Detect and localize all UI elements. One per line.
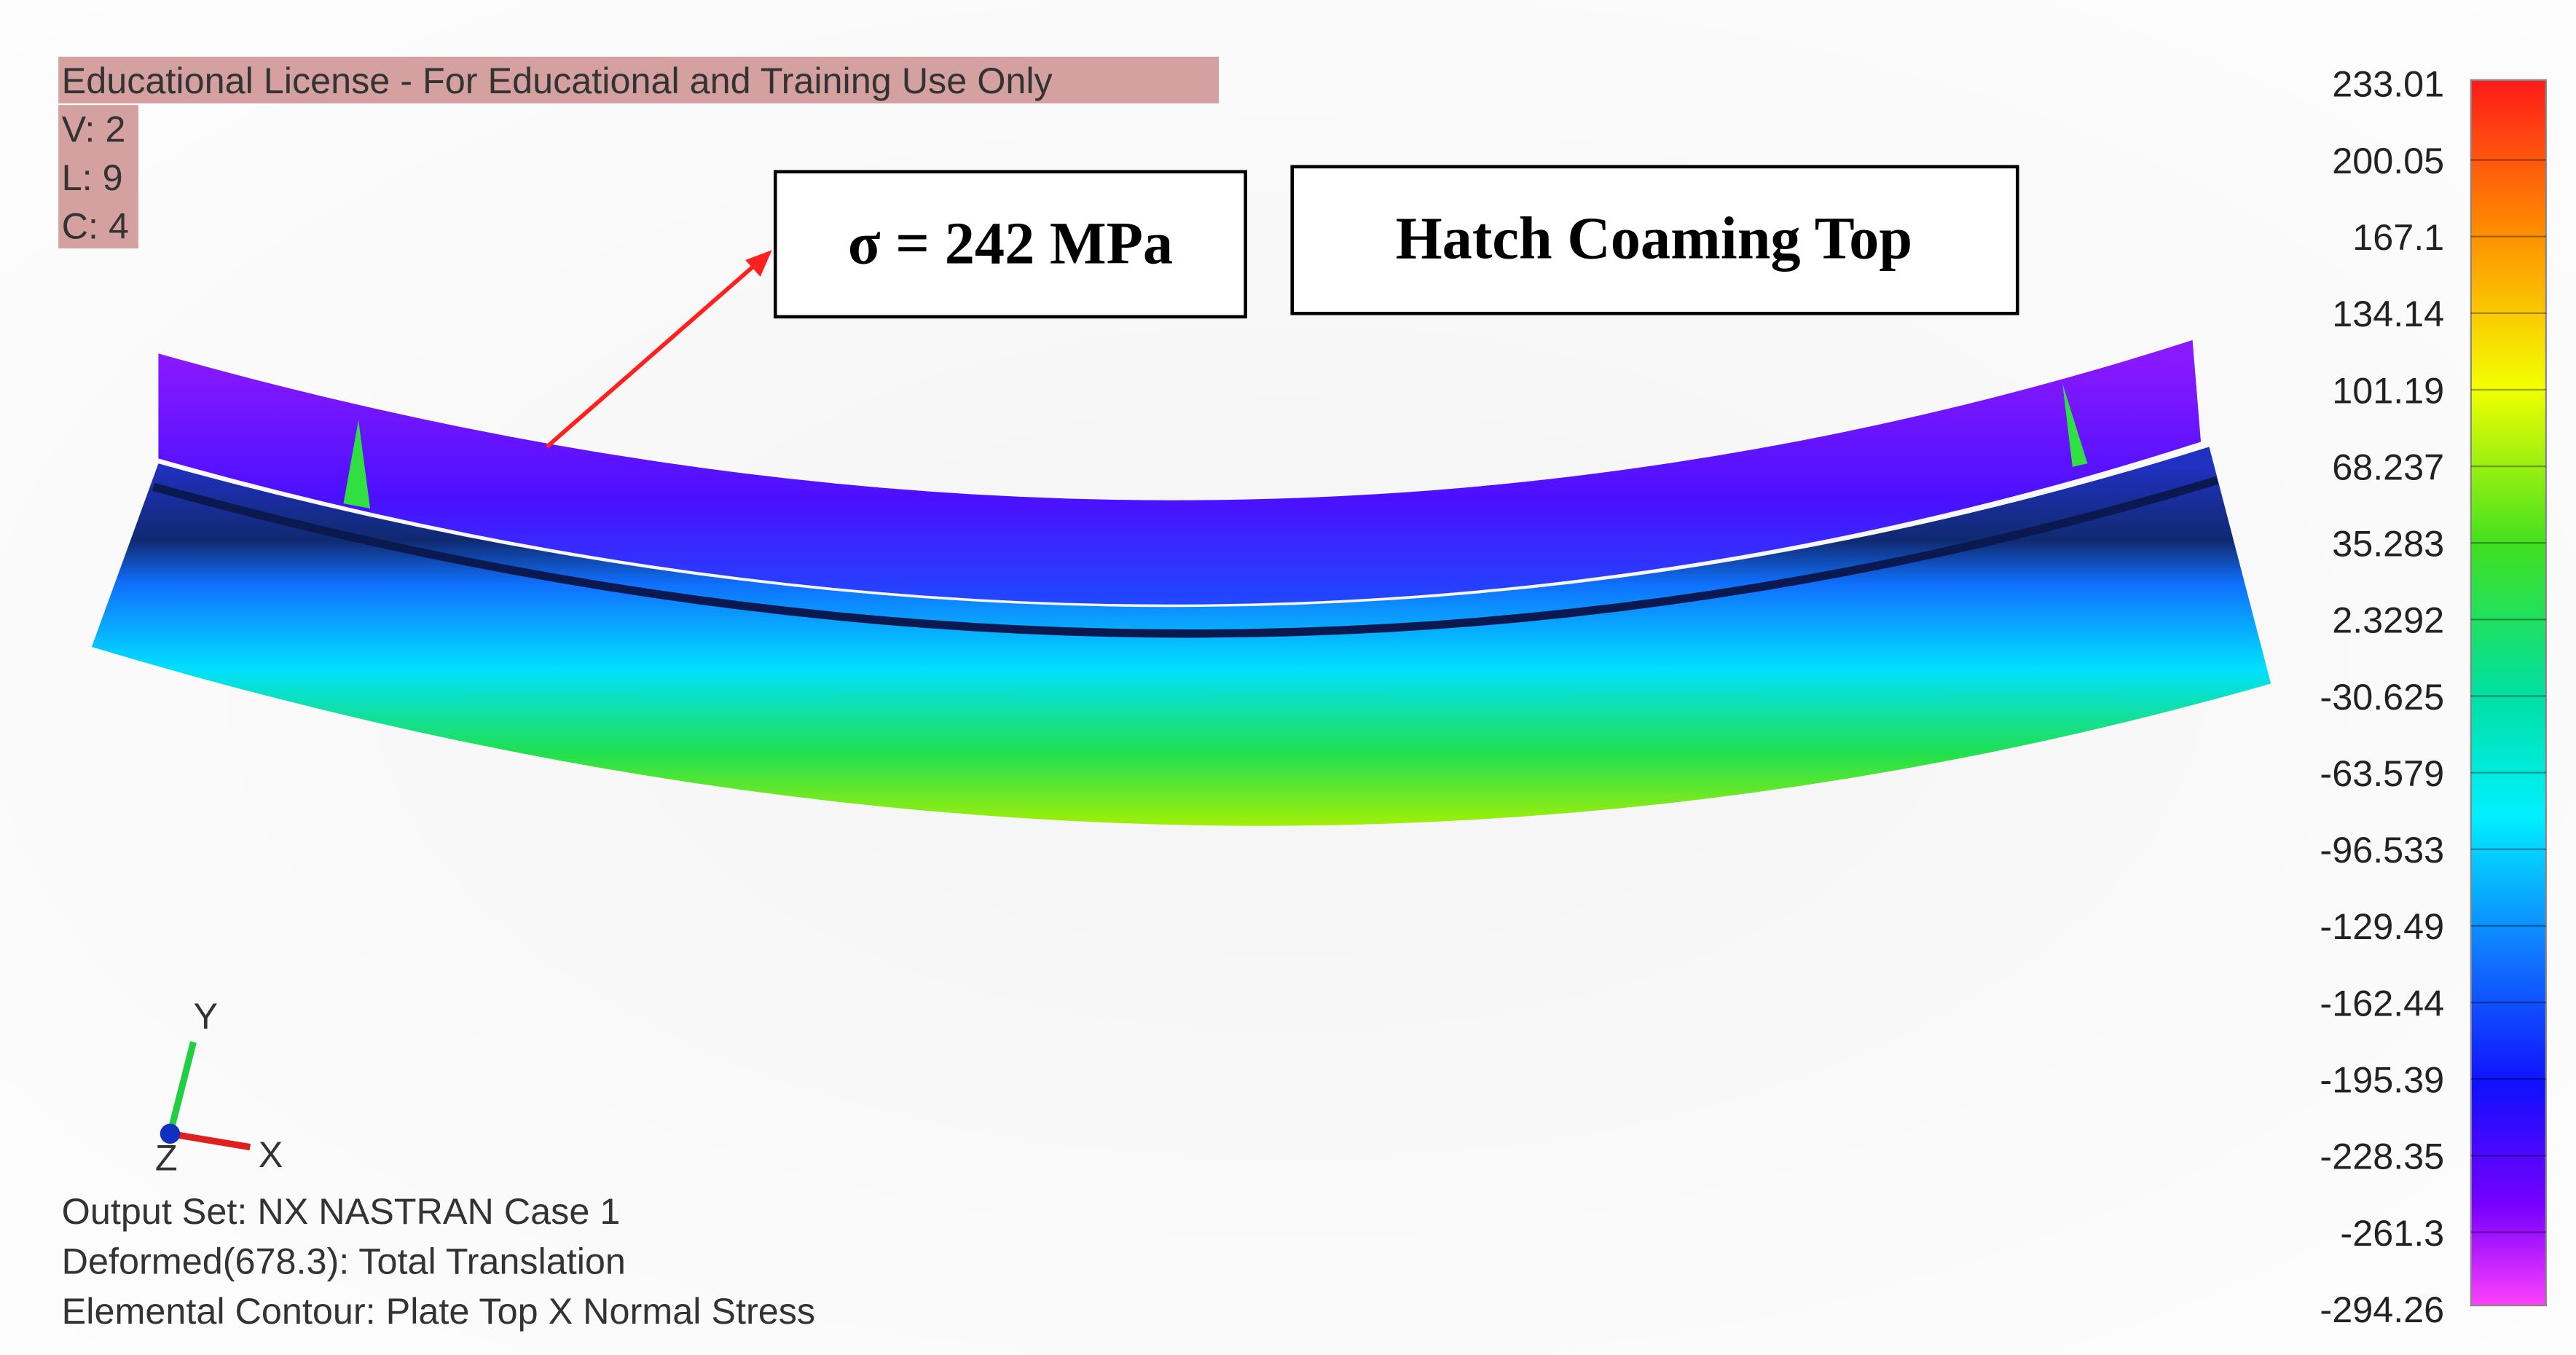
info-text: C: 4 xyxy=(62,205,129,246)
legend-label: 167.1 xyxy=(2352,216,2444,258)
arrow-head xyxy=(745,250,772,277)
legend-label: 35.283 xyxy=(2332,523,2444,565)
annotation-box xyxy=(773,170,1247,319)
triad-label: X xyxy=(259,1134,283,1175)
beam-top-plate xyxy=(158,339,2202,605)
info-text: V: 2 xyxy=(62,109,126,150)
legend-label: 68.237 xyxy=(2332,446,2444,487)
legend-label: 200.05 xyxy=(2332,140,2444,181)
info-text: L: 9 xyxy=(62,157,123,198)
license-text: Educational License - For Educational an… xyxy=(62,60,1053,101)
legend-label: -261.3 xyxy=(2340,1212,2444,1254)
beam-stiffener xyxy=(152,476,2219,638)
legend-label: -195.39 xyxy=(2320,1059,2444,1101)
triad-x-axis xyxy=(169,1130,251,1151)
legend-label: 134.14 xyxy=(2332,293,2444,334)
location-annotation: Hatch Coaming Top xyxy=(1396,205,1913,272)
legend-label: -96.533 xyxy=(2320,829,2444,871)
triad-y-axis xyxy=(167,1041,197,1135)
triad-label: Z xyxy=(155,1137,178,1179)
license-highlight xyxy=(58,56,1220,103)
footer-text: Output Set: NX NASTRAN Case 1 xyxy=(62,1190,621,1232)
annotation-box xyxy=(1290,165,2019,315)
bracket xyxy=(2062,383,2088,467)
legend-label: -63.579 xyxy=(2320,753,2444,794)
triad-z-axis xyxy=(160,1123,181,1144)
bracket xyxy=(343,420,371,509)
legend-label: 101.19 xyxy=(2332,369,2444,411)
stress-annotation: σ = 242 MPa xyxy=(848,211,1173,277)
arrow xyxy=(545,260,761,449)
legend-label: -30.625 xyxy=(2320,676,2444,718)
legend-label: -228.35 xyxy=(2320,1136,2444,1177)
footer-text: Elemental Contour: Plate Top X Normal St… xyxy=(62,1290,815,1332)
legend-label: -162.44 xyxy=(2320,982,2444,1024)
legend: 233.01 200.05 167.1 134.14 101.19 68.237 35.28… xyxy=(2320,63,2546,1330)
triad-label: Y xyxy=(193,995,218,1037)
legend-label: 233.01 xyxy=(2332,63,2444,105)
color-bar xyxy=(2470,79,2547,1307)
info-highlight xyxy=(58,105,138,249)
legend-label: -294.26 xyxy=(2320,1289,2444,1330)
legend-label: -129.49 xyxy=(2320,906,2444,947)
legend-label: 2.3292 xyxy=(2332,600,2444,641)
footer-text: Deformed(678.3): Total Translation xyxy=(62,1241,626,1282)
